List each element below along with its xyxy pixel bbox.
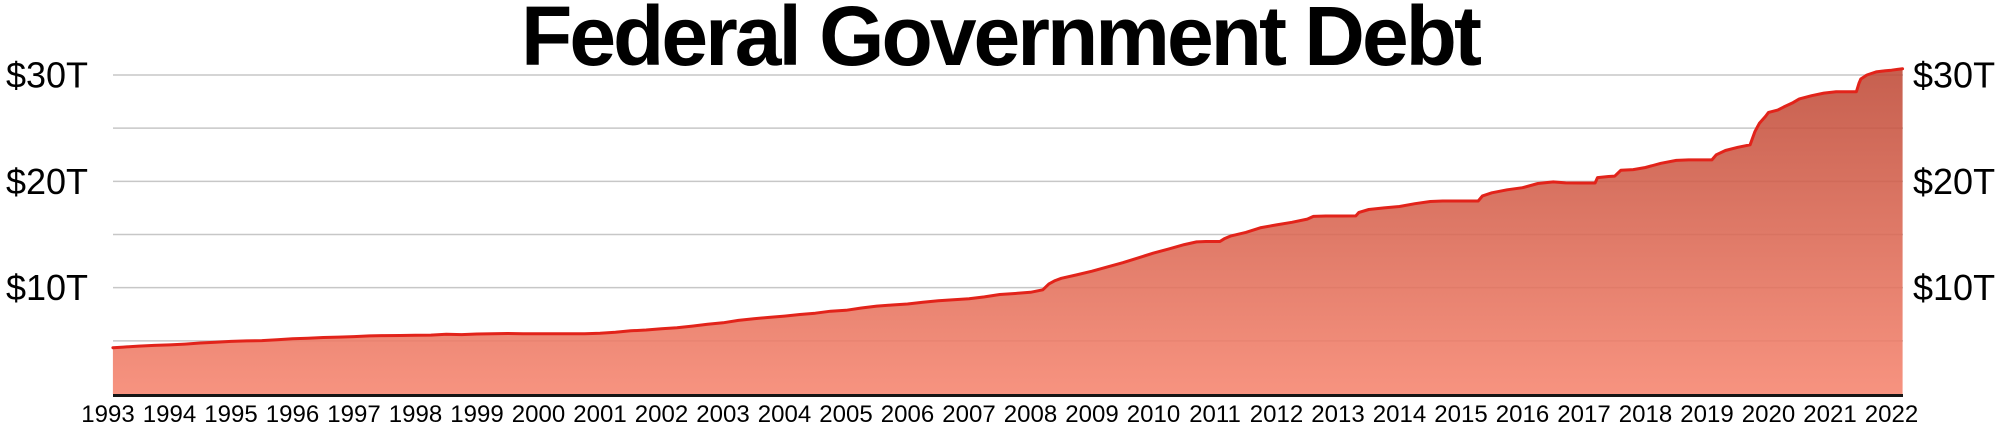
x-axis-label-2011: 2011: [1189, 401, 1241, 428]
x-axis-label-2007: 2007: [942, 401, 995, 428]
debt-area-fill: [112, 68, 1903, 395]
x-axis-label-1993: 1993: [81, 401, 134, 428]
x-axis-label-2010: 2010: [1127, 401, 1180, 428]
x-axis-label-2001: 2001: [573, 401, 626, 428]
y-axis-label-right-20T: $20T: [1913, 161, 1995, 202]
x-axis-label-2016: 2016: [1496, 401, 1549, 428]
x-axis-label-2005: 2005: [819, 401, 872, 428]
y-axis-labels-left: $10T $20T $30T: [6, 55, 88, 309]
x-axis-label-2018: 2018: [1619, 401, 1672, 428]
x-axis-label-1995: 1995: [204, 401, 257, 428]
x-axis-label-2020: 2020: [1742, 401, 1795, 428]
x-axis-label-2009: 2009: [1065, 401, 1118, 428]
x-axis-label-2015: 2015: [1434, 401, 1487, 428]
x-axis-label-1998: 1998: [389, 401, 442, 428]
debt-line: [111, 67, 1905, 350]
x-axis-label-2014: 2014: [1373, 401, 1426, 428]
x-axis-label-1999: 1999: [450, 401, 503, 428]
x-axis-label-2013: 2013: [1311, 401, 1364, 428]
x-axis-label-2000: 2000: [512, 401, 565, 428]
y-axis-label-left-10T: $10T: [6, 267, 88, 308]
x-axis-label-2017: 2017: [1557, 401, 1610, 428]
y-axis-label-left-20T: $20T: [6, 161, 88, 202]
x-axis-label-2021: 2021: [1803, 401, 1856, 428]
x-axis-label-1994: 1994: [143, 401, 196, 428]
x-axis-labels: 1993 1994 1995 1996 1997 1998 1999 2000 2001 2002…: [81, 401, 1918, 428]
y-axis-label-left-30T: $30T: [6, 55, 88, 96]
y-axis-labels-right: $10T $20T $30T: [1913, 55, 1995, 309]
x-axis-label-2006: 2006: [881, 401, 934, 428]
x-axis-label-2008: 2008: [1004, 401, 1057, 428]
y-axis-label-right-10T: $10T: [1913, 267, 1995, 308]
x-axis-label-2002: 2002: [635, 401, 688, 428]
x-axis-label-2022: 2022: [1865, 401, 1918, 428]
x-axis-label-1997: 1997: [327, 401, 380, 428]
x-axis-label-2019: 2019: [1680, 401, 1733, 428]
x-axis-label-1996: 1996: [266, 401, 319, 428]
x-axis-label-2004: 2004: [758, 401, 811, 428]
x-axis-label-2012: 2012: [1250, 401, 1303, 428]
x-axis-label-2003: 2003: [696, 401, 749, 428]
chart-title: Federal Government Debt: [521, 0, 1482, 83]
y-axis-label-right-30T: $30T: [1913, 55, 1995, 96]
